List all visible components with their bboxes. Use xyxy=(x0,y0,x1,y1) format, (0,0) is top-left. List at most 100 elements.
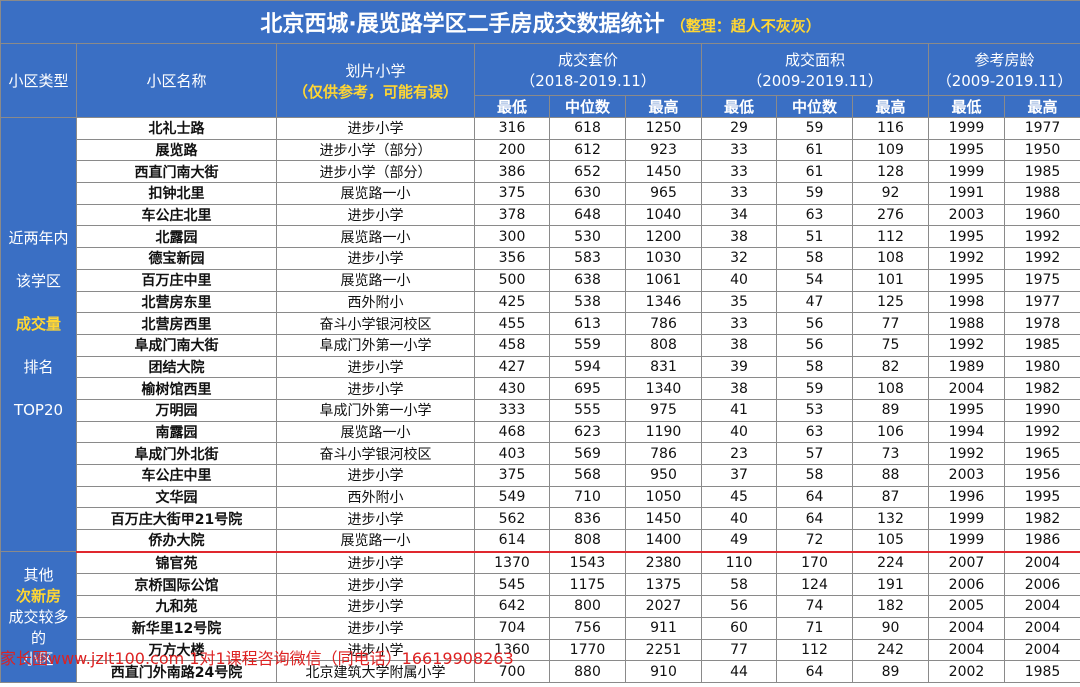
area-median-cell: 72 xyxy=(776,529,853,553)
price-median-cell: 808 xyxy=(549,529,626,553)
price-min-cell: 375 xyxy=(474,464,550,487)
table-row: 百万庄中里 展览路一小 500 638 1061 40 54 101 1995 1975 xyxy=(1,268,1080,292)
age-min-cell: 1999 xyxy=(928,529,1005,553)
table-row: 车公庄北里 进步小学 378 648 1040 34 63 276 2003 1960 xyxy=(1,203,1080,227)
community-name-cell: 德宝新园 xyxy=(76,247,277,270)
age-max-cell: 1995 xyxy=(1003,485,1080,509)
community-name-cell: 车公庄北里 xyxy=(76,203,277,227)
area-min-cell: 29 xyxy=(701,117,777,140)
header-price: 成交套价 （2018-2019.11） xyxy=(474,43,702,96)
community-name-cell: 新华里12号院 xyxy=(76,616,277,640)
school-name-cell: 展览路一小 xyxy=(276,420,475,444)
header-name: 小区名称 xyxy=(76,43,277,118)
community-name-cell: 文华园 xyxy=(76,485,277,509)
school-name-cell: 展览路一小 xyxy=(276,225,475,249)
age-min-cell: 1995 xyxy=(928,138,1005,162)
table-row: 西直门外南路24号院 北京建筑大学附属小学 700 880 910 44 64 89 2002 1… xyxy=(1,660,1080,683)
area-min-cell: 110 xyxy=(701,551,777,575)
price-max-cell: 1030 xyxy=(625,247,702,270)
price-min-cell: 356 xyxy=(474,247,550,270)
price-median-cell: 648 xyxy=(549,203,626,227)
price-max-cell: 965 xyxy=(625,182,702,205)
school-name-cell: 西外附小 xyxy=(276,485,475,509)
price-max-cell: 1346 xyxy=(625,290,702,314)
price-max-cell: 1250 xyxy=(625,117,702,140)
age-min-cell: 1992 xyxy=(928,247,1005,270)
area-min-cell: 38 xyxy=(701,377,777,400)
price-min-cell: 614 xyxy=(474,529,550,553)
school-name-cell: 展览路一小 xyxy=(276,268,475,292)
area-max-cell: 242 xyxy=(852,638,929,662)
area-min-cell: 39 xyxy=(701,355,777,379)
price-min-cell: 375 xyxy=(474,182,550,205)
age-max-cell: 1992 xyxy=(1003,225,1080,249)
school-name-cell: 进步小学 xyxy=(276,616,475,640)
school-name-cell: 西外附小 xyxy=(276,290,475,314)
area-min-cell: 45 xyxy=(701,485,777,509)
header-school-label: 划片小学 xyxy=(345,61,406,80)
price-median-cell: 612 xyxy=(549,138,626,162)
area-max-cell: 125 xyxy=(852,290,929,314)
age-min-cell: 1995 xyxy=(928,225,1005,249)
area-median-cell: 58 xyxy=(776,355,853,379)
table-row: 其他 次新房 成交较多的小区 锦官苑 进步小学 1370 1543 2380 110 170 224… xyxy=(0,551,1080,683)
area-median-cell: 59 xyxy=(776,377,853,400)
table-row: 车公庄中里 进步小学 375 568 950 37 58 88 2003 1956 xyxy=(1,464,1080,487)
area-max-cell: 87 xyxy=(852,485,929,509)
price-median-cell: 800 xyxy=(549,595,626,618)
age-max-cell: 1982 xyxy=(1003,377,1080,400)
header-area-range: （2009-2019.11） xyxy=(747,71,883,90)
price-min-cell: 704 xyxy=(474,616,550,640)
school-name-cell: 进步小学（部分） xyxy=(276,160,475,184)
community-name-cell: 扣钟北里 xyxy=(76,182,277,205)
price-median-cell: 623 xyxy=(549,420,626,444)
table-body: 近两年内 该学区 成交量 排名 TOP20 北礼士路 进步小学 316 618 1250 29 59 1… xyxy=(0,116,1080,683)
school-name-cell: 进步小学 xyxy=(276,507,475,531)
community-name-cell: 北礼士路 xyxy=(76,117,277,140)
age-max-cell: 1985 xyxy=(1003,160,1080,184)
community-name-cell: 阜成门外北街 xyxy=(76,442,277,465)
price-max-cell: 911 xyxy=(625,616,702,640)
area-max-cell: 108 xyxy=(852,377,929,400)
group2-group-label: 其他 次新房 成交较多的小区 xyxy=(0,551,77,683)
community-name-cell: 南露园 xyxy=(76,420,277,444)
table-row: 团结大院 进步小学 427 594 831 39 58 82 1989 1980 xyxy=(1,355,1080,379)
school-name-cell: 进步小学 xyxy=(276,573,475,597)
price-min-cell: 200 xyxy=(474,138,550,162)
header-area: 成交面积 （2009-2019.11） xyxy=(701,43,929,96)
price-max-cell: 910 xyxy=(625,660,702,683)
area-min-cell: 40 xyxy=(701,507,777,531)
price-max-cell: 2380 xyxy=(625,551,702,575)
price-min-cell: 333 xyxy=(474,398,550,422)
price-median-cell: 880 xyxy=(549,660,626,683)
age-min-cell: 1996 xyxy=(928,485,1005,509)
community-name-cell: 锦官苑 xyxy=(76,551,277,575)
price-min-cell: 425 xyxy=(474,290,550,314)
subheader-area-median: 中位数 xyxy=(776,95,853,118)
price-median-cell: 836 xyxy=(549,507,626,531)
community-name-cell: 阜成门南大街 xyxy=(76,333,277,357)
group2-group-label-line: 其他 xyxy=(23,565,54,584)
table-row: 万方大楼 进步小学 1360 1770 2251 77 112 242 2004 2004 xyxy=(1,638,1080,662)
title-text: 北京西城·展览路学区二手房成交数据统计 xyxy=(260,12,665,37)
area-median-cell: 56 xyxy=(776,312,853,335)
area-median-cell: 58 xyxy=(776,464,853,487)
age-min-cell: 2003 xyxy=(928,464,1005,487)
table-row: 阜成门南大街 阜成门外第一小学 458 559 808 38 56 75 1992 1985 xyxy=(1,333,1080,357)
table-row: 西直门南大街 进步小学（部分） 386 652 1450 33 61 128 1999 1985 xyxy=(1,160,1080,184)
school-name-cell: 奋斗小学银河校区 xyxy=(276,442,475,465)
price-min-cell: 316 xyxy=(474,117,550,140)
price-max-cell: 786 xyxy=(625,442,702,465)
area-max-cell: 128 xyxy=(852,160,929,184)
area-min-cell: 23 xyxy=(701,442,777,465)
price-max-cell: 1050 xyxy=(625,485,702,509)
area-median-cell: 56 xyxy=(776,333,853,357)
price-median-cell: 618 xyxy=(549,117,626,140)
area-min-cell: 35 xyxy=(701,290,777,314)
header-price-range: （2018-2019.11） xyxy=(520,71,656,90)
price-median-cell: 559 xyxy=(549,333,626,357)
area-median-cell: 54 xyxy=(776,268,853,292)
area-median-cell: 63 xyxy=(776,203,853,227)
price-min-cell: 455 xyxy=(474,312,550,335)
